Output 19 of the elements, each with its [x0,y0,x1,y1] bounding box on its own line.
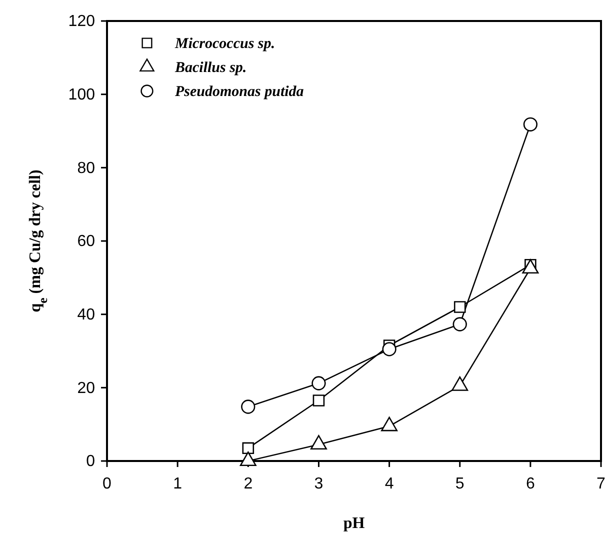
x-axis-title: pH [343,515,366,532]
x-tick-label: 5 [455,475,464,492]
y-tick-label: 80 [77,160,96,177]
x-tick-label: 4 [384,475,394,492]
x-tick-label: 0 [102,475,112,492]
x-tick-label: 6 [526,475,535,492]
y-tick-label: 0 [86,453,96,470]
y-tick-label: 60 [77,233,96,250]
x-tick-label: 2 [244,475,253,492]
y-tick-label: 120 [68,13,96,30]
legend-label: Micrococcus sp. [174,36,275,52]
x-tick-label: 7 [596,475,606,492]
legend-label: Bacillus sp. [174,60,247,76]
y-tick-label: 20 [77,380,96,397]
x-tick-label: 3 [314,475,324,492]
x-tick-label: 1 [173,475,182,492]
y-tick-label: 40 [77,306,96,324]
y-tick-label: 100 [68,86,96,104]
legend-label: Pseudomonas putida [175,84,304,100]
